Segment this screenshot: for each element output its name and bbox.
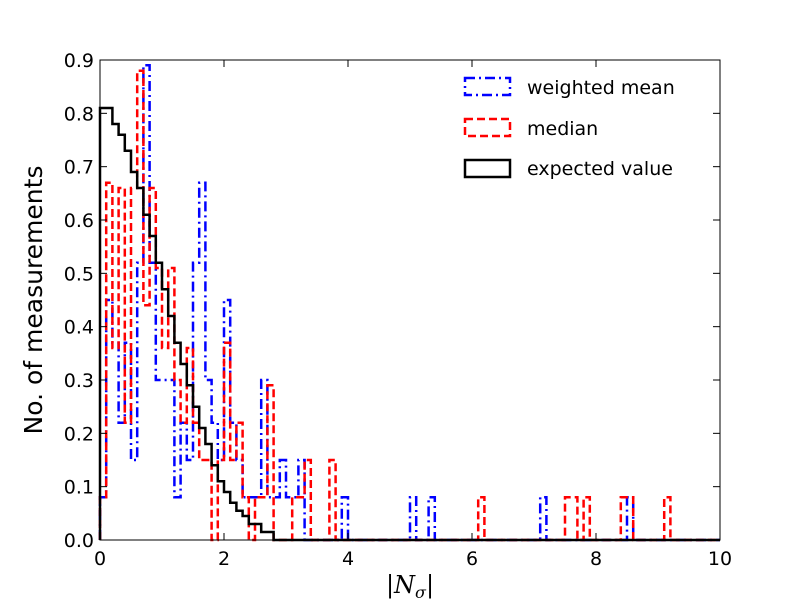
y-tick-label: 0.5 [64,263,94,285]
series-expected-value [98,106,720,542]
x-tick-label: 6 [466,548,478,570]
legend-label-expected-value: expected value [527,158,673,180]
legend-swatch-median [463,117,512,138]
y-tick-label: 0.4 [64,317,94,339]
series-layer [98,64,720,542]
y-tick-label: 0.3 [64,370,94,392]
x-tick-label: 2 [218,548,230,570]
legend-label-weighted-mean: weighted mean [527,77,675,99]
x-axis-label: |Nσ| [386,571,434,600]
x-axis-label-main: |N [386,571,416,600]
legend-label-median: median [527,118,598,140]
x-axis-label-end: | [426,571,434,600]
x-tick-label: 4 [342,548,354,570]
y-tick-label: 0.1 [64,477,94,499]
y-tick-label: 0.9 [64,50,94,72]
plot-background [100,60,720,540]
y-axis: 0.0 0.1 0.2 0.3 0.4 0.5 0.6 0.7 0.8 0.9 [64,50,720,552]
x-tick-label: 0 [94,548,106,570]
y-tick-label: 0.7 [64,157,94,179]
y-tick-label: 0.2 [64,423,94,445]
legend: weighted mean median expected value [463,76,675,180]
y-tick-label: 0.0 [64,530,94,552]
y-tick-label: 0.6 [64,210,94,232]
plot-frame [99,59,721,541]
y-axis-label: No. of measurements [19,166,48,435]
x-axis: 0 2 4 6 8 10 [94,60,732,570]
x-tick-label: 10 [708,548,732,570]
x-axis-label-subscript: σ [415,583,427,600]
y-tick-label: 0.8 [64,103,94,125]
legend-swatch-expected-value [463,158,512,179]
legend-swatch-weighted-mean [463,76,512,97]
x-tick-label: 8 [590,548,602,570]
